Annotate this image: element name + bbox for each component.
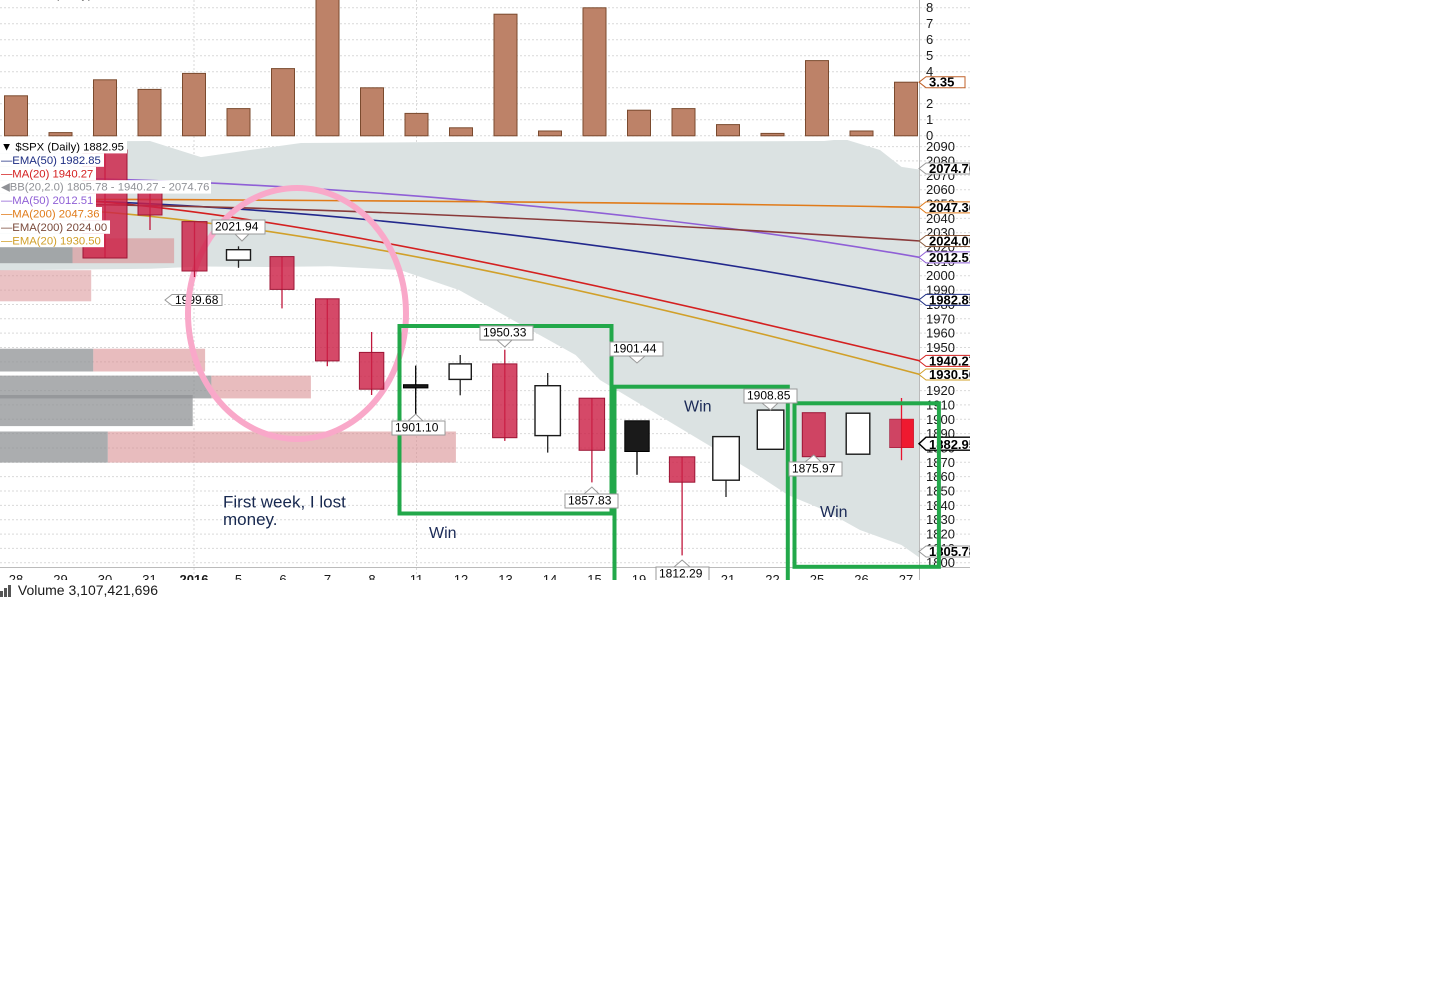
svg-text:—EMA(50) 1982.85: —EMA(50) 1982.85 [1, 155, 101, 167]
svg-text:8: 8 [926, 0, 933, 15]
svg-text:1882.95: 1882.95 [929, 437, 970, 452]
svg-text:1875.97: 1875.97 [792, 462, 836, 476]
svg-text:1857.83: 1857.83 [568, 494, 612, 508]
svg-text:13: 13 [498, 572, 512, 580]
svg-text:1901.44: 1901.44 [613, 342, 657, 356]
svg-text:First week, I lost: First week, I lost [223, 492, 346, 511]
svg-text:1960: 1960 [926, 326, 955, 341]
svg-text:7: 7 [324, 572, 331, 580]
svg-text:6: 6 [279, 572, 286, 580]
svg-text:2047.36: 2047.36 [929, 200, 970, 215]
svg-text:26: 26 [854, 572, 868, 580]
svg-text:1920: 1920 [926, 383, 955, 398]
svg-text:Win: Win [684, 399, 712, 416]
svg-text:2060: 2060 [926, 182, 955, 197]
svg-text:1812.29: 1812.29 [659, 567, 703, 581]
svg-text:25: 25 [810, 572, 824, 580]
svg-text:—EMA(20) 1930.50: —EMA(20) 1930.50 [1, 235, 101, 247]
svg-text:0: 0 [926, 128, 933, 140]
svg-text:Win: Win [429, 525, 457, 542]
svg-text:22: 22 [765, 572, 779, 580]
svg-text:15: 15 [587, 572, 601, 580]
svg-text:1982.85: 1982.85 [929, 292, 970, 307]
svg-text:1908.85: 1908.85 [747, 389, 791, 403]
svg-text:2000: 2000 [926, 268, 955, 283]
svg-text:19: 19 [632, 572, 646, 580]
svg-text:Win: Win [820, 504, 848, 521]
svg-text:6: 6 [926, 32, 933, 47]
svg-text:2090: 2090 [926, 140, 955, 154]
svg-text:1950.33: 1950.33 [483, 326, 527, 340]
svg-text:12: 12 [454, 572, 468, 580]
svg-text:28: 28 [9, 572, 23, 580]
svg-text:21: 21 [721, 572, 735, 580]
svg-text:2: 2 [926, 96, 933, 111]
svg-text:3.35: 3.35 [929, 75, 954, 90]
svg-text:5: 5 [235, 572, 242, 580]
svg-text:5: 5 [926, 48, 933, 63]
svg-text:1805.78: 1805.78 [929, 544, 970, 559]
svg-text:1901.10: 1901.10 [395, 421, 439, 435]
svg-text:27: 27 [899, 572, 913, 580]
svg-text:—MA(200) 2047.36: —MA(200) 2047.36 [1, 209, 100, 221]
svg-text:11: 11 [410, 572, 424, 580]
svg-text:8: 8 [368, 572, 375, 580]
svg-text:7: 7 [926, 16, 933, 31]
svg-text:1999.68: 1999.68 [175, 293, 219, 307]
svg-text:2016: 2016 [180, 572, 209, 580]
svg-text:30: 30 [98, 572, 112, 580]
svg-text:2021.94: 2021.94 [215, 220, 259, 234]
svg-text:◀BB(20,2.0) 1805.78 - 1940.27: ◀BB(20,2.0) 1805.78 - 1940.27 - 2074.76 [1, 182, 209, 194]
svg-text:29: 29 [53, 572, 67, 580]
svg-text:2012.51: 2012.51 [929, 250, 970, 265]
svg-text:2024.00: 2024.00 [929, 234, 970, 249]
svg-text:31: 31 [142, 572, 156, 580]
svg-text:▼ $SPX (Daily) 1882.95: ▼ $SPX (Daily) 1882.95 [1, 142, 124, 154]
svg-text:1930.50: 1930.50 [929, 367, 970, 382]
svg-text:—EMA(200) 2024.00: —EMA(200) 2024.00 [1, 222, 107, 234]
svg-text:—MA(50) 2012.51: —MA(50) 2012.51 [1, 195, 93, 207]
svg-text:—MA(20) 1940.27: —MA(20) 1940.27 [1, 168, 93, 180]
svg-text:1: 1 [926, 112, 933, 127]
svg-text:14: 14 [543, 572, 557, 580]
svg-text:W $SPX (Daily) 1882.95: W $SPX (Daily) 1882.95 [2, 0, 143, 1]
svg-text:1970: 1970 [926, 311, 955, 326]
svg-text:2074.76: 2074.76 [929, 161, 970, 176]
svg-text:money.: money. [223, 510, 278, 529]
